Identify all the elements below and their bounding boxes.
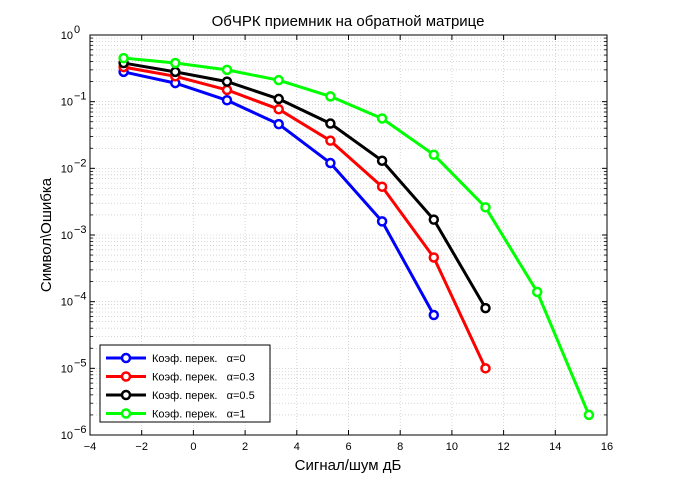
series-2-point	[325, 118, 336, 129]
x-tick-label: 4	[294, 441, 300, 453]
legend: Коэф. перек. α=0 Коэф. перек. α=0.3 Коэф. …	[99, 344, 271, 423]
series-3-point	[428, 149, 440, 160]
series-3-point	[170, 57, 181, 69]
series-3-point	[325, 91, 336, 102]
legend-swatch-marker	[120, 408, 132, 419]
series-2-point	[170, 66, 181, 78]
series-1-point	[480, 363, 491, 374]
series-line-2	[123, 61, 487, 309]
series-layer	[118, 52, 595, 421]
series-0-point	[221, 95, 233, 106]
legend-swatch-marker	[120, 352, 132, 364]
series-1-point	[221, 84, 233, 96]
series-0-point	[376, 216, 388, 227]
y-tick-label: 10	[61, 297, 73, 309]
x-axis-title: Сигнал/шум дБ	[295, 457, 402, 474]
series-1-point	[376, 181, 388, 192]
series-2-point	[480, 302, 491, 314]
chart-title: ОбЧРК приемник на обратной матрице	[212, 13, 485, 30]
series-3-point	[531, 286, 543, 298]
y-axis-title: Символ\Ошибка	[38, 177, 55, 292]
series-1-point	[428, 252, 440, 263]
series-1-point	[273, 103, 284, 115]
y-tick-exponent: −1	[74, 91, 87, 103]
y-tick-exponent: −6	[74, 424, 87, 436]
series-3-point	[221, 64, 233, 76]
series-2-point	[376, 155, 388, 166]
x-tick-label: 6	[345, 441, 351, 453]
y-tick-label: 10	[61, 30, 73, 42]
ticks	[89, 34, 608, 436]
y-tick-exponent: −2	[74, 157, 87, 169]
y-tick-exponent: −4	[74, 291, 87, 303]
series-line-3	[123, 56, 591, 416]
x-tick-label: −4	[84, 441, 97, 453]
x-tick-label: 8	[397, 441, 403, 453]
x-tick-label: 12	[497, 441, 509, 453]
y-tick-label: 10	[61, 363, 73, 375]
y-tick-exponent: −3	[74, 224, 87, 236]
legend-label: Коэф. перек. α=0.3	[152, 372, 255, 384]
x-tick-label: 0	[190, 441, 196, 453]
legend-label: Коэф. перек. α=1	[152, 409, 246, 421]
series-0-point	[428, 309, 440, 321]
x-tick-label: 2	[242, 441, 248, 453]
series-3-point	[273, 74, 284, 86]
x-tick-label: 10	[446, 441, 458, 453]
x-tick-label: 16	[601, 441, 613, 453]
y-tick-label: 10	[61, 97, 73, 109]
y-tick-label: 10	[61, 230, 73, 242]
legend-label: Коэф. перек. α=0.5	[152, 390, 255, 402]
series-0-point	[325, 157, 336, 169]
y-tick-label: 10	[61, 163, 73, 175]
series-3-point	[480, 202, 491, 213]
series-0-point	[273, 118, 284, 130]
x-tick-label: 14	[549, 441, 561, 453]
y-tick-label: 10	[61, 430, 73, 442]
legend-swatch-marker	[120, 389, 132, 401]
series-2-point	[273, 93, 284, 105]
series-3-point	[376, 113, 388, 124]
series-line-1	[123, 65, 487, 369]
series-1-point	[325, 135, 336, 146]
series-2-point	[221, 76, 233, 87]
series-3-point	[583, 409, 595, 421]
legend-swatch-marker	[120, 371, 132, 382]
y-tick-exponent: 0	[74, 24, 80, 36]
series-3-point	[118, 52, 129, 64]
series-2-point	[428, 214, 440, 225]
x-tick-label: −2	[135, 441, 148, 453]
y-tick-exponent: −5	[74, 357, 87, 369]
legend-label: Коэф. перек. α=0	[152, 353, 246, 365]
